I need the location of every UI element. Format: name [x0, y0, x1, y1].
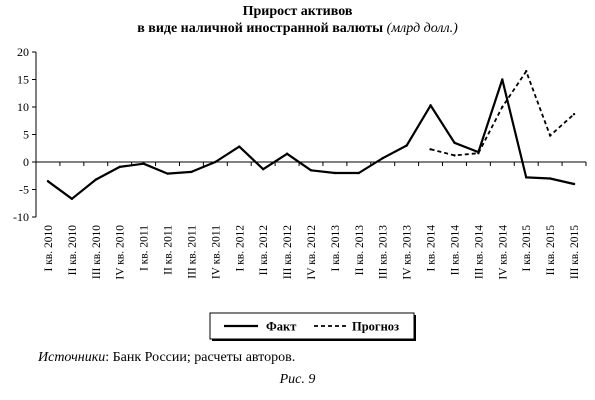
x-tick-label: III кв. 2012	[282, 225, 294, 279]
series-layer	[46, 70, 576, 201]
line-chart: -10 -5 0 5 10 15 20 I кв. 2010 II кв. 2010 III к…	[13, 45, 587, 341]
data-point	[477, 152, 480, 155]
source-label: Источники	[38, 350, 106, 365]
data-point	[548, 134, 552, 137]
chart-unit: (млрд долл.)	[386, 21, 458, 36]
title-line-2: в виде наличной иностранной валюты (млрд…	[0, 20, 595, 37]
data-point	[453, 154, 456, 157]
data-point	[309, 169, 313, 172]
x-tick-label: III кв. 2014	[473, 225, 485, 279]
x-tick-label: III кв. 2011	[186, 225, 198, 279]
x-tick-label: III кв. 2010	[91, 225, 103, 279]
data-point	[46, 180, 50, 183]
figure-caption: Рис. 9	[279, 372, 316, 387]
x-tick-label: II кв. 2011	[163, 225, 175, 275]
data-point	[525, 176, 528, 179]
x-tick-label: I кв. 2013	[330, 225, 342, 272]
data-point	[190, 170, 193, 174]
x-tick-label: III кв. 2013	[378, 225, 390, 279]
title-line-1: Прирост активов	[242, 4, 353, 19]
data-point	[142, 162, 145, 165]
x-tick-label: IV кв. 2012	[306, 225, 318, 280]
x-tick-label: IV кв. 2014	[497, 225, 509, 280]
data-point	[357, 171, 361, 175]
data-point	[238, 145, 241, 148]
y-tick-label: 20	[17, 45, 29, 59]
source-note: Источники: Банк России; расчеты авторов.	[38, 350, 295, 366]
x-tick-label: II кв. 2015	[545, 225, 557, 276]
data-point	[501, 78, 504, 81]
y-tick-label: 10	[17, 100, 29, 114]
x-tick-label: III кв. 2015	[569, 225, 581, 279]
x-tick-label: II кв. 2014	[449, 225, 461, 276]
data-point	[501, 105, 504, 109]
legend-label-forecast: Прогноз	[352, 320, 399, 334]
x-tick-label: IV кв. 2011	[210, 225, 222, 279]
chart-title: Прирост активов в виде наличной иностран…	[0, 3, 595, 37]
data-point	[453, 141, 456, 144]
data-point	[70, 197, 74, 201]
legend-label-fact: Факт	[266, 320, 296, 334]
x-tick-label: II кв. 2010	[67, 225, 79, 276]
data-point	[285, 152, 289, 155]
chart-subtitle: в виде наличной иностранной валюты	[137, 21, 384, 36]
data-point	[118, 165, 121, 169]
x-axis: I кв. 2010 II кв. 2010 III кв. 2010 IV кв. …	[35, 161, 587, 280]
y-tick-label: 0	[23, 155, 29, 169]
source-text: : Банк России; расчеты авторов.	[105, 350, 296, 365]
legend: Факт Прогноз	[209, 312, 416, 341]
data-point	[94, 178, 97, 181]
x-tick-label: IV кв. 2013	[402, 225, 414, 280]
x-tick-label: I кв. 2011	[139, 225, 151, 271]
x-tick-label: II кв. 2012	[258, 225, 270, 276]
data-point	[214, 160, 217, 164]
y-tick-label: 5	[23, 128, 29, 142]
x-tick-label: IV кв. 2010	[115, 225, 127, 280]
data-point	[572, 182, 576, 186]
x-tick-label: I кв. 2012	[234, 225, 246, 272]
y-tick-label: 15	[17, 73, 29, 87]
data-point	[429, 148, 432, 151]
data-point	[381, 156, 384, 160]
series-line-fact	[47, 78, 575, 200]
x-tick-label: I кв. 2014	[426, 225, 438, 272]
legend-box	[209, 312, 415, 340]
data-point	[429, 104, 432, 107]
data-point	[166, 172, 169, 175]
data-point	[572, 112, 576, 116]
x-tick-label: I кв. 2015	[521, 225, 533, 272]
x-tick-label: I кв. 2010	[43, 225, 55, 272]
data-point	[261, 167, 265, 171]
data-point	[548, 177, 552, 180]
data-point	[405, 144, 408, 147]
data-point	[525, 70, 528, 73]
data-point	[333, 171, 337, 175]
y-tick-label: -5	[19, 183, 29, 197]
y-tick-label: -10	[13, 210, 29, 224]
x-tick-label: II кв. 2013	[354, 225, 366, 276]
y-axis: -10 -5 0 5 10 15 20	[13, 45, 37, 224]
